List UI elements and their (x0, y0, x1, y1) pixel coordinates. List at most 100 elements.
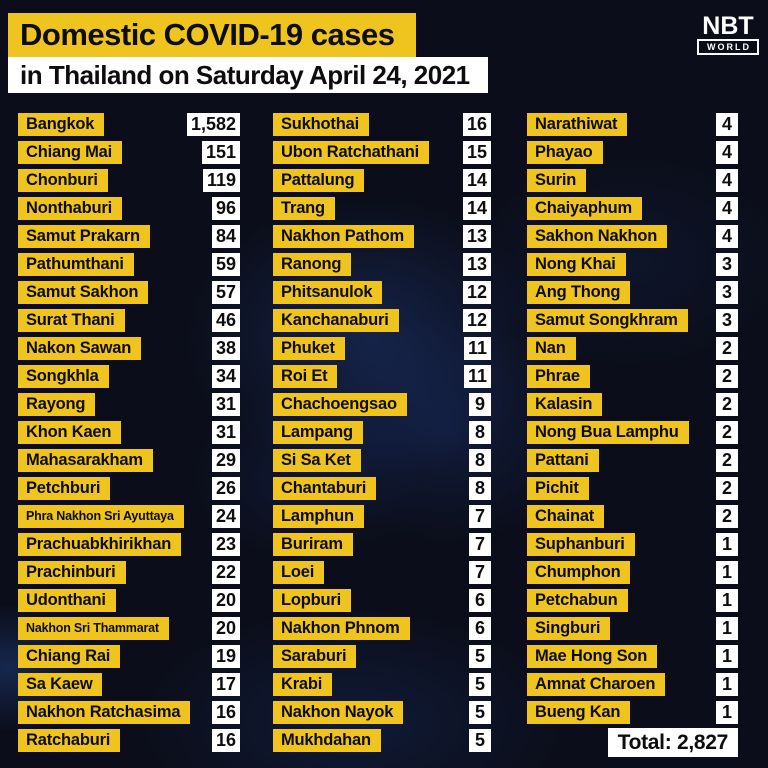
province-row: Nakhon Phnom 6 (273, 617, 491, 640)
province-label: Chainat (527, 505, 605, 528)
province-label: Surat Thani (18, 309, 125, 332)
case-count: 22 (211, 561, 240, 584)
case-count: 6 (469, 589, 491, 612)
province-label: Nakhon Nayok (273, 701, 404, 724)
case-count: 96 (211, 197, 240, 220)
province-row: Surin 4 (527, 169, 738, 192)
case-count: 24 (211, 505, 240, 528)
case-count: 5 (469, 645, 491, 668)
case-count: 31 (211, 393, 240, 416)
province-row: Nong Khai 3 (527, 253, 738, 276)
province-label: Loei (273, 561, 325, 584)
province-label: Pattalung (273, 169, 365, 192)
province-label: Lamphun (273, 505, 364, 528)
case-count: 1 (716, 589, 738, 612)
province-label: Nonthaburi (18, 197, 122, 220)
province-row: Surat Thani 46 (18, 309, 240, 332)
case-count: 1 (716, 561, 738, 584)
case-count: 4 (716, 225, 738, 248)
province-row: Phra Nakhon Sri Ayuttaya 24 (18, 505, 240, 528)
province-label: Surin (527, 169, 587, 192)
province-row: Petchburi 26 (18, 477, 240, 500)
case-count: 16 (211, 729, 240, 752)
case-count: 34 (211, 365, 240, 388)
province-label: Petchabun (527, 589, 628, 612)
case-count: 4 (716, 169, 738, 192)
province-label: Pathumthani (18, 253, 134, 276)
case-count: 9 (469, 393, 491, 416)
case-count: 119 (202, 169, 240, 192)
case-count: 14 (462, 169, 491, 192)
province-label: Prachuabkhirikhan (18, 533, 182, 556)
province-label: Pichit (527, 477, 589, 500)
case-count: 2 (716, 337, 738, 360)
case-count: 1 (716, 701, 738, 724)
province-row: Si Sa Ket 8 (273, 449, 491, 472)
province-label: Narathiwat (527, 113, 628, 136)
province-row: Samut Songkhram 3 (527, 309, 738, 332)
province-row: Phrae 2 (527, 365, 738, 388)
case-count: 151 (201, 141, 240, 164)
province-row: Amnat Charoen 1 (527, 673, 738, 696)
province-row: Bueng Kan 1 (527, 701, 738, 724)
province-label: Prachinburi (18, 561, 126, 584)
province-row: Chiang Mai 151 (18, 141, 240, 164)
province-label: Nakhon Ratchasima (18, 701, 191, 724)
province-row: Nakhon Nayok 5 (273, 701, 491, 724)
province-label: Amnat Charoen (527, 673, 666, 696)
province-label: Chiang Mai (18, 141, 123, 164)
case-count: 11 (463, 365, 491, 388)
case-count: 1 (716, 533, 738, 556)
province-row: Khon Kaen 31 (18, 421, 240, 444)
province-row: Rayong 31 (18, 393, 240, 416)
province-label: Kanchanaburi (273, 309, 399, 332)
case-count: 7 (469, 533, 491, 556)
province-row: Prachuabkhirikhan 23 (18, 533, 240, 556)
province-label: Nakhon Phnom (273, 617, 410, 640)
case-count: 2 (716, 477, 738, 500)
province-label: Suphanburi (527, 533, 635, 556)
case-count: 3 (716, 281, 738, 304)
total-value: 2,827 (676, 731, 728, 754)
province-label: Ubon Ratchathani (273, 141, 429, 164)
province-row: Petchabun 1 (527, 589, 738, 612)
province-label: Chachoengsao (273, 393, 407, 416)
case-count: 6 (469, 617, 491, 640)
province-row: Chantaburi 8 (273, 477, 491, 500)
province-label: Phayao (527, 141, 603, 164)
province-row: Ubon Ratchathani 15 (273, 141, 491, 164)
province-label: Pattani (527, 449, 599, 472)
province-label: Samut Songkhram (527, 309, 688, 332)
case-count: 2 (716, 449, 738, 472)
province-label: Singburi (527, 617, 611, 640)
case-count: 7 (469, 561, 491, 584)
province-row: Chainat 2 (527, 505, 738, 528)
logo-world-text: WORLD (697, 39, 759, 55)
province-row: Pattani 2 (527, 449, 738, 472)
case-count: 38 (211, 337, 240, 360)
province-row: Songkhla 34 (18, 365, 240, 388)
province-label: Khon Kaen (18, 421, 122, 444)
case-count: 20 (211, 617, 240, 640)
province-label: Ratchaburi (18, 729, 121, 752)
province-label: Saraburi (273, 645, 357, 668)
case-count: 16 (211, 701, 240, 724)
case-count: 2 (716, 421, 738, 444)
province-label: Chantaburi (273, 477, 377, 500)
case-count: 2 (716, 393, 738, 416)
case-count: 5 (469, 729, 491, 752)
case-count: 11 (463, 337, 491, 360)
case-count: 46 (211, 309, 240, 332)
case-count: 20 (211, 589, 240, 612)
province-label: Phuket (273, 337, 345, 360)
province-row: Pichit 2 (527, 477, 738, 500)
province-label: Chiang Rai (18, 645, 121, 668)
case-count: 7 (469, 505, 491, 528)
case-count: 1 (716, 617, 738, 640)
nbt-world-logo: NBT WORLD (697, 14, 759, 55)
case-count: 59 (211, 253, 240, 276)
province-row: Mae Hong Son 1 (527, 645, 738, 668)
province-row: Ranong 13 (273, 253, 491, 276)
province-row: Singburi 1 (527, 617, 738, 640)
